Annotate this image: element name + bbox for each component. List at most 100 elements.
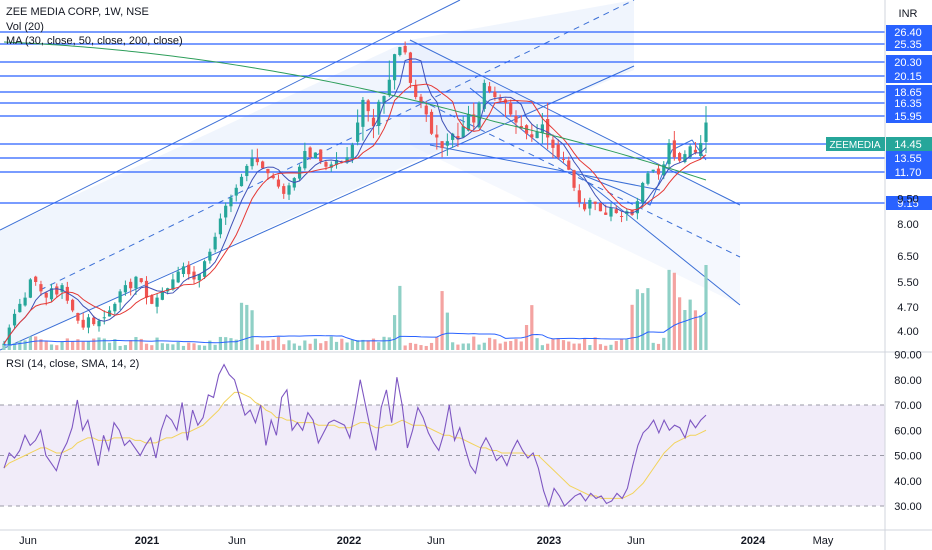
volume-bar — [651, 342, 655, 350]
candle-body — [598, 202, 603, 212]
volume-bar — [71, 341, 75, 350]
symbol-legend[interactable]: ZEE MEDIA CORP, 1W, NSE — [6, 6, 149, 18]
time-tick-label: 2024 — [741, 535, 766, 547]
volume-bar — [319, 343, 323, 350]
candle-body — [572, 170, 576, 188]
time-tick-label: 2023 — [537, 535, 561, 547]
rsi-tick-label: 70.00 — [894, 400, 922, 412]
volume-bar — [308, 343, 312, 350]
rsi-legend[interactable]: RSI (14, close, SMA, 14, 2) — [6, 358, 140, 370]
candle-body — [250, 158, 254, 167]
volume-bar — [23, 340, 27, 350]
volume-bar — [704, 265, 708, 350]
volume-bar — [477, 344, 481, 350]
volume-bar — [7, 345, 11, 350]
candle-body — [261, 161, 265, 169]
candle-body — [23, 297, 27, 306]
candle-body — [530, 134, 534, 138]
price-tick-label: 4.00 — [897, 326, 918, 338]
volume-legend[interactable]: Vol (20) — [6, 21, 44, 33]
candle-body — [60, 285, 64, 292]
volume-bar — [392, 315, 397, 350]
volume-bar — [424, 345, 428, 350]
time-tick-label: May — [813, 535, 834, 547]
candle-body — [445, 141, 449, 146]
level-tag — [886, 96, 932, 110]
time-tick-label: Jun — [228, 535, 246, 547]
volume-bar — [414, 343, 418, 350]
candle-body — [577, 190, 581, 203]
volume-bar — [398, 285, 402, 350]
volume-bar — [187, 342, 191, 350]
volume-bar — [113, 339, 117, 350]
volume-bar — [229, 338, 233, 350]
last-price-name-tag — [826, 137, 885, 151]
candle-body — [667, 143, 671, 165]
candle-body — [609, 207, 613, 217]
candle-body — [651, 169, 655, 172]
volume-bar — [366, 340, 370, 350]
level-tag — [886, 55, 932, 69]
ma-50-line — [3, 83, 707, 344]
candle-body — [39, 284, 43, 292]
candle-body — [498, 97, 502, 101]
candle-body — [371, 117, 376, 127]
volume-bar — [435, 337, 439, 350]
volume-bar — [134, 337, 138, 350]
volume-bar — [461, 343, 465, 350]
level-label: 11.70 — [895, 167, 922, 179]
candle-body — [308, 147, 312, 158]
level-label: 26.40 — [894, 27, 922, 39]
volume-bar — [699, 315, 703, 350]
candle-body — [614, 209, 618, 214]
level-tag — [886, 109, 932, 123]
price-axis[interactable]: 26.4025.3520.3020.1518.6516.3515.9514.45… — [826, 25, 932, 338]
currency-label: INR — [899, 8, 918, 20]
candle-body — [81, 319, 85, 328]
candle-body — [155, 297, 159, 307]
volume-bar — [672, 272, 676, 350]
volume-bar — [208, 340, 212, 350]
candle-body — [487, 86, 492, 92]
ma-legend[interactable]: MA (30, close, 50, close, 200, close) — [6, 35, 183, 47]
candle-body — [255, 158, 259, 163]
volume-bar — [609, 344, 613, 350]
candle-body — [477, 102, 481, 128]
candle-body — [656, 168, 661, 175]
volume-bar — [356, 340, 360, 350]
candle-body — [229, 197, 233, 207]
volume-bar — [377, 342, 381, 350]
volume-bar — [678, 297, 682, 350]
volume-bar — [245, 304, 249, 350]
level-tag — [886, 165, 932, 179]
volume-bar — [588, 345, 592, 350]
volume-bar — [361, 339, 365, 350]
volume-bar — [34, 336, 38, 350]
rsi-tick-label: 90.00 — [894, 350, 922, 362]
candle-body — [129, 281, 133, 289]
time-tick-label: Jun — [627, 535, 645, 547]
candle-body — [414, 85, 418, 98]
level-tag — [886, 25, 932, 39]
moving-averages — [3, 41, 707, 344]
volume-bar — [218, 336, 223, 350]
volume-bar — [297, 345, 302, 350]
rsi-axis[interactable]: 90.00 80.00 70.00 60.00 50.00 40.00 30.00 — [894, 350, 922, 514]
candle-body — [419, 96, 423, 102]
candle-body — [319, 149, 323, 162]
rsi-line — [3, 363, 707, 508]
candle-body — [324, 162, 328, 167]
volume-bar — [662, 337, 666, 350]
time-axis[interactable]: Jun 2021 Jun 2022 Jun 2023 Jun 2024 May — [19, 535, 834, 547]
level-tag — [886, 37, 932, 51]
level-label: 20.30 — [894, 57, 922, 69]
volume-bar — [561, 340, 566, 350]
volume-bar — [55, 345, 59, 350]
price-tick-label: 9.50 — [897, 194, 918, 206]
candle-body — [699, 143, 703, 157]
volume-bar — [583, 338, 587, 350]
candle-body — [18, 303, 22, 313]
candle-body — [139, 278, 143, 282]
candle-body — [102, 317, 106, 319]
